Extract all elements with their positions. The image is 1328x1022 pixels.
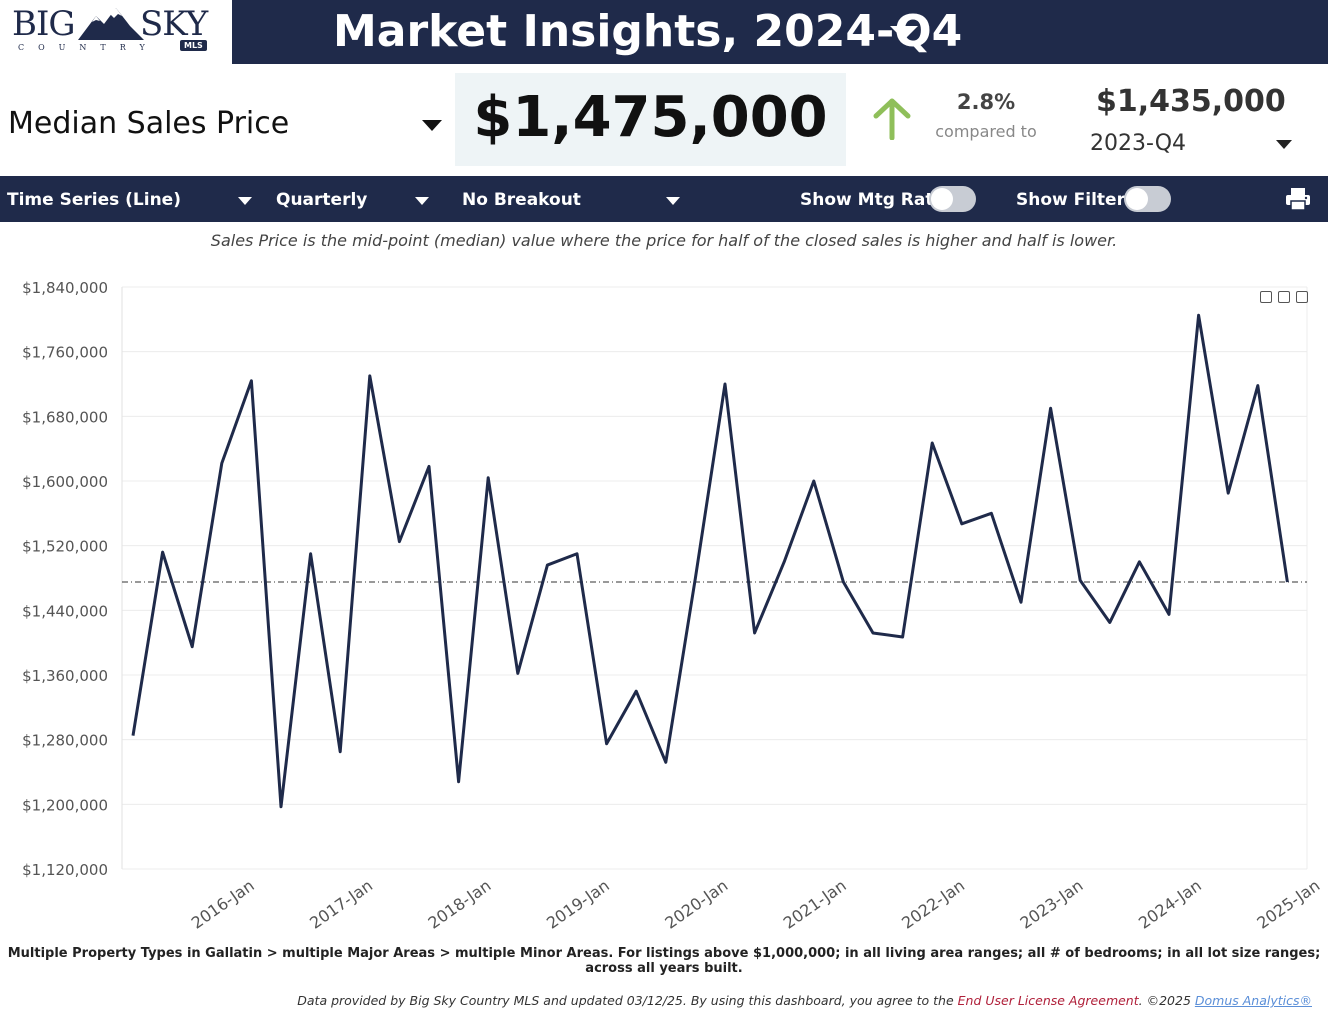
frequency-dropdown[interactable]: Quarterly (276, 184, 436, 216)
logo-mls-badge: MLS (180, 40, 207, 51)
x-tick-label: 2018-Jan (425, 876, 495, 933)
metric-value-box: $1,475,000 (455, 73, 846, 166)
breakout-label: No Breakout (462, 190, 581, 210)
x-tick-label: 2023-Jan (1017, 876, 1087, 933)
y-tick-label: $1,440,000 (22, 602, 108, 620)
domus-link[interactable]: Domus Analytics® (1194, 993, 1312, 1008)
chart-type-label: Time Series (Line) (7, 190, 181, 210)
footer-copyright: . ©2025 (1138, 993, 1195, 1008)
change-percent: 2.8% (956, 90, 1016, 114)
mtg-rate-toggle[interactable] (929, 186, 976, 212)
x-tick-label: 2020-Jan (661, 876, 731, 933)
y-tick-label: $1,600,000 (22, 473, 108, 491)
compare-period-selector[interactable]: 2023-Q4 (1090, 131, 1187, 156)
copy-icon[interactable] (1278, 291, 1290, 303)
breakout-caret-icon[interactable] (666, 197, 680, 205)
x-tick-label: 2024-Jan (1135, 876, 1205, 933)
metric-description: Sales Price is the mid-point (median) va… (210, 231, 1118, 250)
logo-text-sky: SKY (140, 4, 208, 44)
y-tick-label: $1,680,000 (22, 408, 108, 426)
x-tick-label: 2017-Jan (306, 876, 376, 933)
y-tick-label: $1,280,000 (22, 732, 108, 750)
logo-country: COUNTRY (18, 43, 159, 52)
metric-dropdown-caret-icon[interactable] (422, 120, 442, 131)
title-dropdown-caret-icon[interactable] (890, 26, 918, 40)
metric-selector[interactable]: Median Sales Price (8, 106, 290, 141)
metric-value: $1,475,000 (473, 85, 828, 150)
chart-type-dropdown[interactable]: Time Series (Line) (7, 184, 257, 216)
page-title[interactable]: Market Insights, 2024-Q4 (333, 6, 963, 57)
filters-toggle[interactable] (1124, 186, 1171, 212)
y-tick-label: $1,760,000 (22, 344, 108, 362)
compare-period-caret-icon[interactable] (1276, 140, 1292, 149)
mountain-logo-icon (78, 8, 144, 40)
y-tick-label: $1,200,000 (22, 796, 108, 814)
y-tick-label: $1,520,000 (22, 538, 108, 556)
filters-label: Show Filters: (1016, 190, 1142, 210)
x-tick-label: 2022-Jan (898, 876, 968, 933)
time-series-chart: $1,840,000 $1,760,000 $1,680,000 $1,600,000… (22, 279, 1323, 933)
up-arrow-icon (873, 98, 911, 140)
compared-to-label: compared to (935, 122, 1037, 141)
mtg-rate-label: Show Mtg Rate: (800, 190, 952, 210)
logo: BIG SKY COUNTRY MLS (0, 0, 232, 64)
filter-summary: Multiple Property Types in Gallatin > mu… (7, 946, 1321, 976)
y-tick-label: $1,360,000 (22, 667, 108, 685)
x-tick-label: 2021-Jan (780, 876, 850, 933)
download-icon[interactable] (1260, 291, 1272, 303)
frequency-label: Quarterly (276, 190, 368, 210)
footer-provided-text: Data provided by Big Sky Country MLS and… (297, 993, 958, 1008)
frequency-caret-icon[interactable] (415, 197, 429, 205)
chart-type-caret-icon[interactable] (238, 197, 252, 205)
x-tick-label: 2025-Jan (1253, 876, 1323, 933)
x-tick-label: 2016-Jan (188, 876, 258, 933)
series-line (131, 313, 1289, 809)
export-icon[interactable] (1296, 291, 1308, 303)
y-tick-label: $1,120,000 (22, 861, 108, 879)
x-tick-label: 2019-Jan (543, 876, 613, 933)
print-icon[interactable] (1285, 187, 1311, 211)
eula-link[interactable]: End User License Agreement (957, 993, 1139, 1008)
logo-text-big: BIG (12, 4, 76, 44)
chart-toolbar (1254, 288, 1308, 307)
footer-disclaimer: Data provided by Big Sky Country MLS and… (297, 993, 1312, 1008)
breakout-dropdown[interactable]: No Breakout (462, 184, 687, 216)
toolbar: Time Series (Line) Quarterly No Breakout (0, 176, 1328, 222)
y-tick-label: $1,840,000 (22, 279, 108, 297)
compare-value: $1,435,000 (1096, 84, 1286, 119)
top-header: BIG SKY COUNTRY MLS Market Insights, 202… (0, 0, 1328, 64)
